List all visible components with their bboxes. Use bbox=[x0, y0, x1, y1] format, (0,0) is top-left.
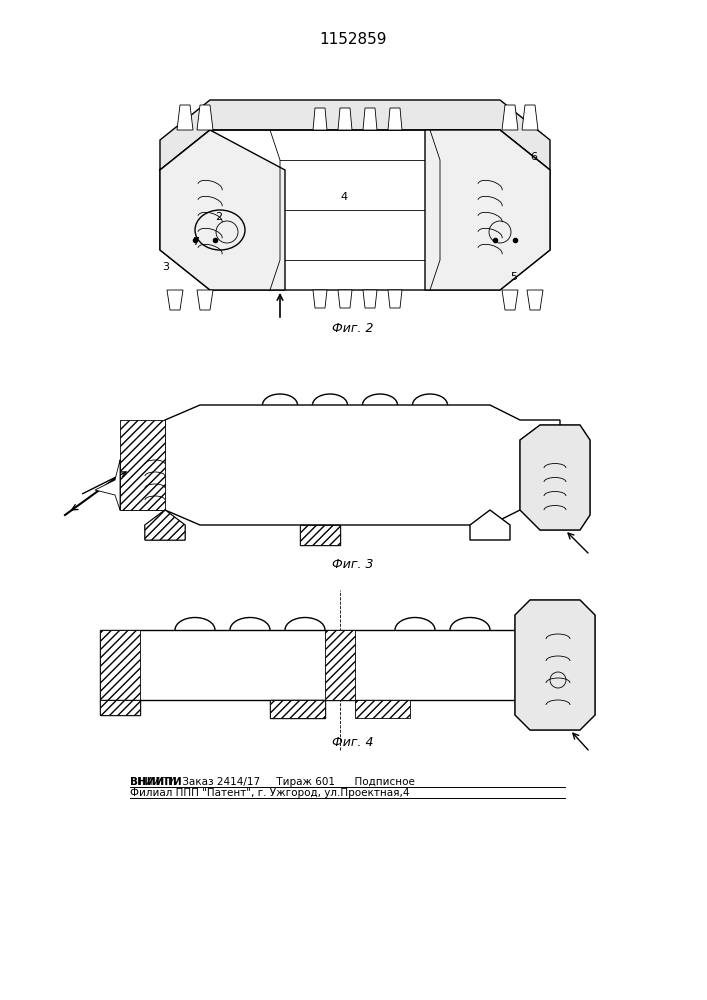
Polygon shape bbox=[425, 130, 550, 290]
Text: 4: 4 bbox=[340, 192, 347, 202]
Polygon shape bbox=[197, 105, 213, 130]
Polygon shape bbox=[197, 290, 213, 310]
Polygon shape bbox=[120, 405, 560, 525]
Polygon shape bbox=[100, 630, 140, 700]
Text: Филиал ППП "Патент", г. Ужгород, ул.Проектная,4: Филиал ППП "Патент", г. Ужгород, ул.Прое… bbox=[130, 788, 409, 798]
Polygon shape bbox=[388, 290, 402, 308]
Text: ВНИИПИ: ВНИИПИ bbox=[130, 777, 182, 787]
Text: 7: 7 bbox=[192, 237, 199, 247]
Polygon shape bbox=[520, 700, 580, 715]
Polygon shape bbox=[313, 108, 327, 130]
Polygon shape bbox=[502, 105, 518, 130]
Polygon shape bbox=[355, 700, 410, 718]
Polygon shape bbox=[313, 290, 327, 308]
Text: 6: 6 bbox=[530, 152, 537, 162]
Text: 5: 5 bbox=[510, 272, 517, 282]
Polygon shape bbox=[95, 460, 120, 510]
Polygon shape bbox=[145, 510, 185, 540]
Polygon shape bbox=[363, 108, 377, 130]
Polygon shape bbox=[515, 600, 595, 730]
Text: ВНИИПИ  Заказ 2414/17     Тираж 601      Подписное: ВНИИПИ Заказ 2414/17 Тираж 601 Подписное bbox=[130, 777, 415, 787]
Polygon shape bbox=[515, 600, 595, 730]
Polygon shape bbox=[300, 525, 340, 545]
Polygon shape bbox=[160, 130, 550, 290]
Polygon shape bbox=[177, 105, 193, 130]
Polygon shape bbox=[338, 290, 352, 308]
Polygon shape bbox=[100, 700, 140, 715]
Polygon shape bbox=[100, 630, 580, 700]
Polygon shape bbox=[270, 700, 325, 718]
Polygon shape bbox=[100, 700, 140, 715]
Polygon shape bbox=[325, 630, 355, 700]
Polygon shape bbox=[520, 630, 580, 700]
Polygon shape bbox=[160, 130, 285, 290]
Polygon shape bbox=[527, 290, 543, 310]
Text: 1152859: 1152859 bbox=[320, 32, 387, 47]
Polygon shape bbox=[363, 290, 377, 308]
Polygon shape bbox=[270, 700, 325, 718]
Polygon shape bbox=[520, 425, 590, 530]
Polygon shape bbox=[502, 290, 518, 310]
Text: Фиг. 3: Фиг. 3 bbox=[332, 558, 374, 572]
Polygon shape bbox=[470, 510, 510, 540]
Polygon shape bbox=[145, 510, 185, 540]
Polygon shape bbox=[167, 290, 183, 310]
Polygon shape bbox=[300, 525, 340, 545]
Text: Фиг. 4: Фиг. 4 bbox=[332, 736, 374, 748]
Polygon shape bbox=[160, 100, 550, 170]
Text: 3: 3 bbox=[162, 262, 169, 272]
Text: 2: 2 bbox=[215, 212, 222, 222]
Polygon shape bbox=[388, 108, 402, 130]
Polygon shape bbox=[522, 105, 538, 130]
Polygon shape bbox=[520, 425, 590, 530]
Polygon shape bbox=[120, 420, 165, 510]
Polygon shape bbox=[520, 700, 580, 715]
Polygon shape bbox=[338, 108, 352, 130]
Text: Фиг. 2: Фиг. 2 bbox=[332, 322, 374, 334]
